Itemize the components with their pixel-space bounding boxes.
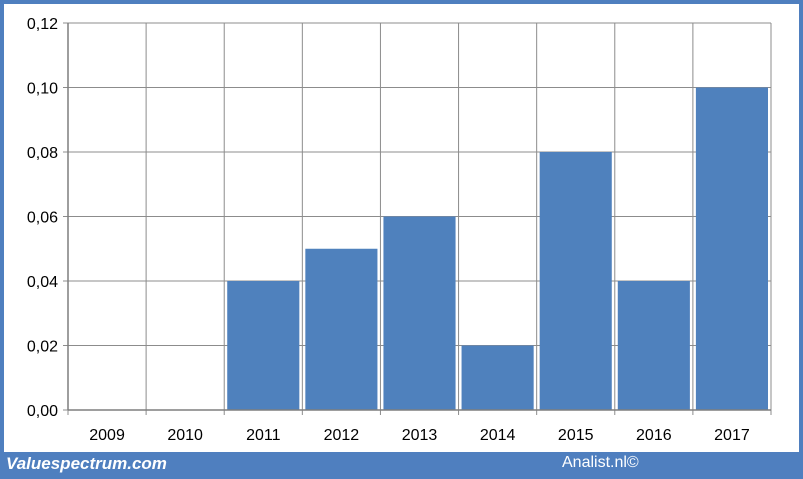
bar-2014 bbox=[461, 345, 534, 410]
x-tick-label: 2010 bbox=[167, 427, 203, 444]
y-tick-label: 0,00 bbox=[27, 403, 58, 420]
x-tick-label: 2009 bbox=[89, 427, 125, 444]
bar-2017 bbox=[695, 87, 768, 410]
footer-banner bbox=[0, 452, 803, 479]
y-tick-label: 0,12 bbox=[27, 16, 58, 33]
footer-source: Valuespectrum.com bbox=[6, 454, 167, 473]
bar-2011 bbox=[227, 281, 300, 410]
y-tick-label: 0,10 bbox=[27, 81, 58, 98]
bar-2016 bbox=[617, 281, 690, 410]
bar-2013 bbox=[383, 216, 456, 410]
footer-credit: Analist.nl© bbox=[562, 454, 639, 471]
y-tick-label: 0,06 bbox=[27, 210, 58, 227]
x-tick-label: 2014 bbox=[480, 427, 516, 444]
y-tick-label: 0,02 bbox=[27, 339, 58, 356]
y-tick-label: 0,04 bbox=[27, 274, 58, 291]
x-tick-labels: 2009 2010 2011 2012 2013 2014 2015 2016 2017 bbox=[89, 427, 750, 444]
x-tick-label: 2012 bbox=[324, 427, 360, 444]
bar-2012 bbox=[305, 248, 378, 410]
axes bbox=[63, 22, 772, 415]
bar-2015 bbox=[539, 152, 612, 410]
x-tick-label: 2015 bbox=[558, 427, 594, 444]
x-tick-label: 2013 bbox=[402, 427, 438, 444]
x-tick-label: 2017 bbox=[714, 427, 750, 444]
x-tick-label: 2011 bbox=[246, 427, 281, 444]
y-tick-label: 0,08 bbox=[27, 145, 58, 162]
bars bbox=[227, 87, 768, 410]
y-tick-labels: 0,00 0,02 0,04 0,06 0,08 0,10 0,12 bbox=[27, 16, 58, 420]
x-tick-label: 2016 bbox=[636, 427, 672, 444]
